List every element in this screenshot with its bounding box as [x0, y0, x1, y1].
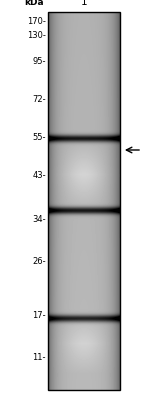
Text: 34-: 34-: [32, 215, 46, 224]
Bar: [48, 12, 120, 390]
Text: 130-: 130-: [27, 31, 46, 40]
Text: 11-: 11-: [33, 353, 46, 362]
Text: 72-: 72-: [32, 95, 46, 104]
Text: 55-: 55-: [33, 133, 46, 142]
Text: 17-: 17-: [32, 310, 46, 319]
Text: 1: 1: [81, 0, 87, 7]
Text: 95-: 95-: [33, 58, 46, 67]
Text: kDa: kDa: [24, 0, 44, 7]
Text: 43-: 43-: [32, 171, 46, 180]
Text: 170-: 170-: [27, 18, 46, 27]
Text: 26-: 26-: [32, 257, 46, 266]
